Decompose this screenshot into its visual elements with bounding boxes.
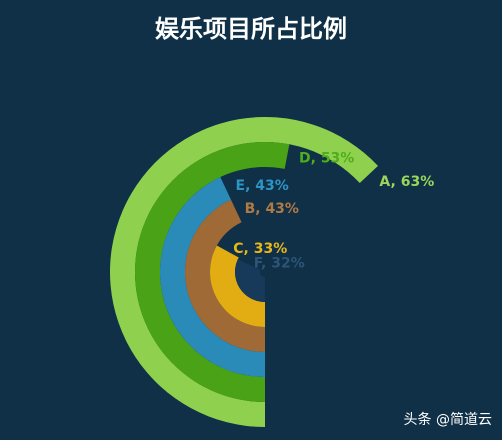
ring-bar xyxy=(184,199,265,352)
data-label: A, 63% xyxy=(379,174,434,190)
ring-bar xyxy=(210,245,265,327)
data-label: B, 43% xyxy=(245,201,299,217)
ring-bar xyxy=(110,117,378,427)
ring-bar xyxy=(235,259,265,302)
data-label: D, 53% xyxy=(299,150,354,166)
data-label: E, 43% xyxy=(236,178,289,194)
chart-title: 娱乐项目所占比例 xyxy=(155,15,347,43)
data-label: C, 33% xyxy=(233,241,287,257)
watermark: 头条 @简道云 xyxy=(404,411,492,428)
ring-bar xyxy=(135,142,290,403)
ring-bar xyxy=(160,176,265,377)
data-label: F, 32% xyxy=(254,255,305,271)
